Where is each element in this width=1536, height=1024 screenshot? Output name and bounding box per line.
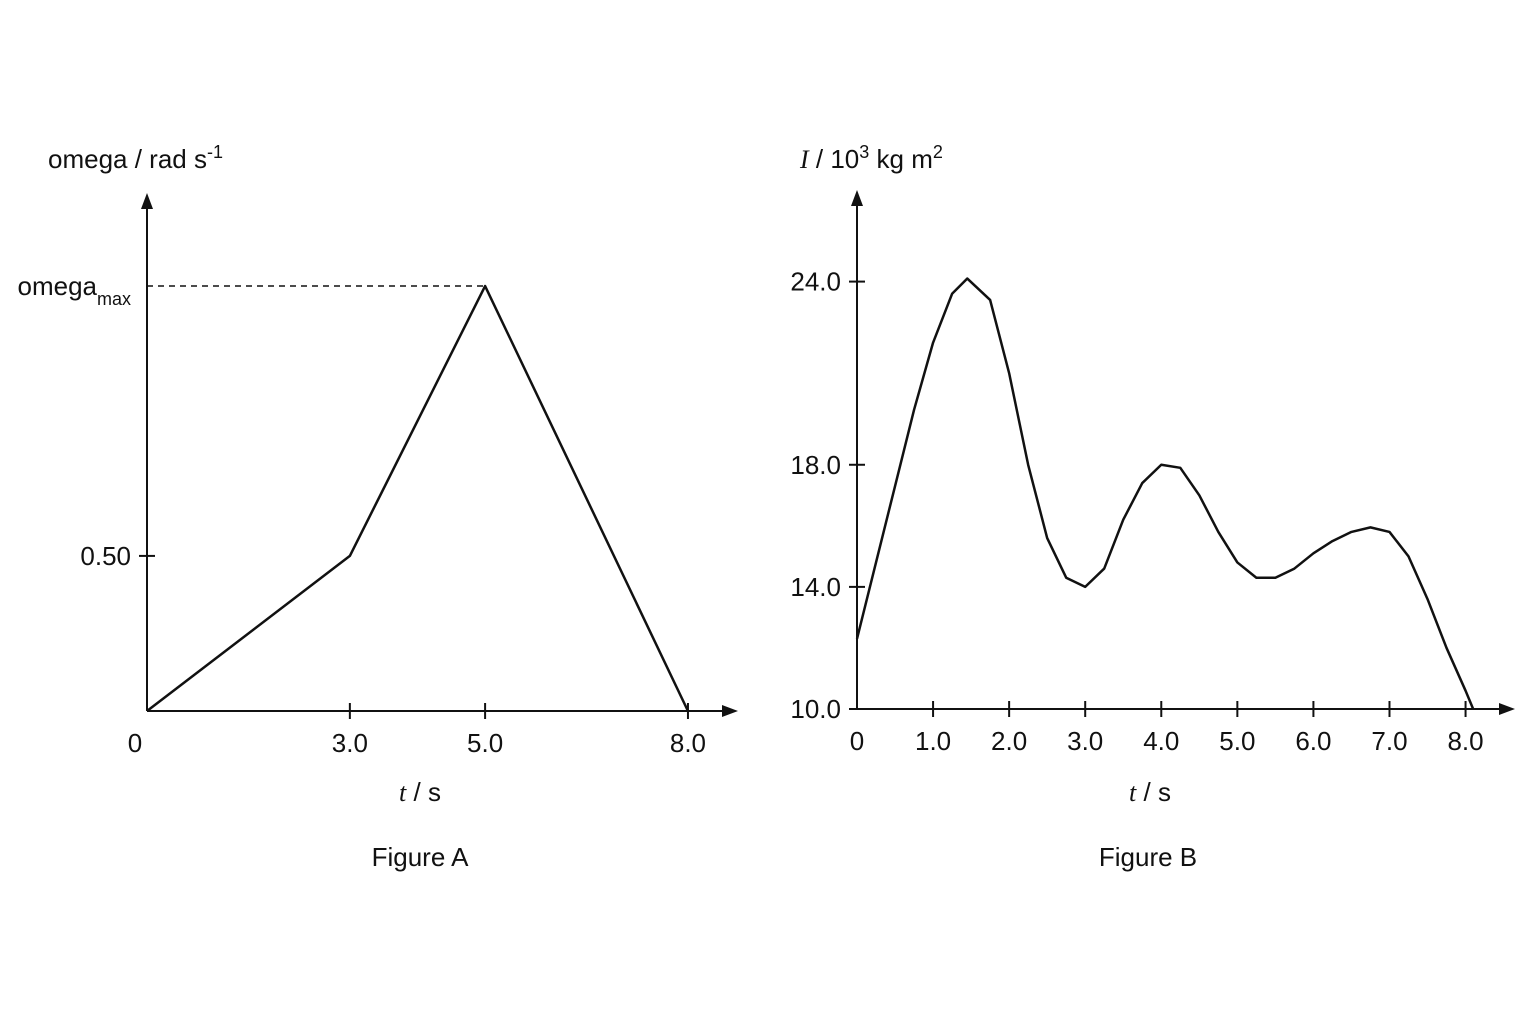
x-tick-label: 8.0 (670, 728, 706, 758)
y-tick-label: 0.50 (80, 541, 131, 571)
y-axis-arrow (141, 193, 153, 209)
x-tick-label: 4.0 (1143, 726, 1179, 756)
x-tick-label: 0 (850, 726, 864, 756)
label-part: / s (1136, 777, 1171, 807)
superscript: 2 (933, 142, 943, 162)
y-tick-label: 18.0 (790, 450, 841, 480)
label-part: t (399, 778, 407, 807)
label-part: / 10 (809, 144, 860, 174)
y-tick-label: 14.0 (790, 572, 841, 602)
figure-caption: Figure B (1099, 842, 1197, 872)
axis-label: t / s (1129, 777, 1171, 807)
x-tick-label: 0 (128, 728, 142, 758)
label-part: t (1129, 778, 1137, 807)
x-tick-label: 3.0 (332, 728, 368, 758)
label-part: I (799, 145, 810, 174)
x-tick-label: 1.0 (915, 726, 951, 756)
label-part: 14.0 (790, 572, 841, 602)
subscript: max (97, 289, 131, 309)
label-part: 10.0 (790, 694, 841, 724)
x-tick-label: 3.0 (1067, 726, 1103, 756)
y-axis-arrow (851, 190, 863, 206)
label-part: 18.0 (790, 450, 841, 480)
label-part: 24.0 (790, 267, 841, 297)
x-axis-arrow (722, 705, 738, 717)
data-line (855, 277, 1475, 710)
x-axis-arrow (1499, 703, 1515, 715)
figure-caption: Figure A (372, 842, 469, 872)
x-tick-label: 2.0 (991, 726, 1027, 756)
y-tick-label: omegamax (17, 271, 131, 309)
x-tick-label: 8.0 (1447, 726, 1483, 756)
y-tick-label: 10.0 (790, 694, 841, 724)
x-tick-label: 5.0 (1219, 726, 1255, 756)
label-part: 0.50 (80, 541, 131, 571)
label-part: omega (17, 271, 97, 301)
axis-label: omega / rad s-1 (48, 142, 223, 174)
x-tick-label: 6.0 (1295, 726, 1331, 756)
y-tick-label: 24.0 (790, 267, 841, 297)
superscript: 3 (859, 142, 869, 162)
axis-label: I / 103 kg m2 (799, 142, 943, 174)
label-part: / s (406, 777, 441, 807)
label-part: kg m (869, 144, 933, 174)
x-tick-label: 7.0 (1371, 726, 1407, 756)
axis-label: t / s (399, 777, 441, 807)
label-part: omega / rad s (48, 144, 207, 174)
x-tick-label: 5.0 (467, 728, 503, 758)
superscript: -1 (207, 142, 223, 162)
data-line (146, 284, 690, 712)
